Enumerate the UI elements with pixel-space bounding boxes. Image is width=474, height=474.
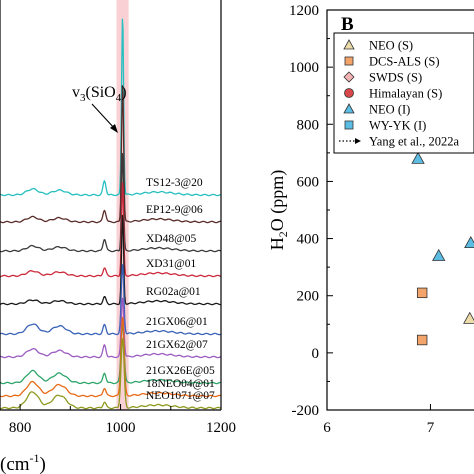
legend-label: Himalayan (S) bbox=[369, 87, 442, 101]
peak-annotation: v3(SiO4) bbox=[72, 84, 127, 104]
data-point bbox=[416, 287, 428, 299]
annotation-arrow-line bbox=[91, 103, 116, 130]
legend-label: Yang et al., 2022a bbox=[369, 135, 459, 149]
panel-label-b: B bbox=[341, 14, 354, 35]
panel-a-x-tick-label: 800 bbox=[9, 420, 32, 436]
data-point bbox=[464, 236, 474, 249]
panel-b-y-tick-label: 200 bbox=[297, 289, 320, 305]
spectrum-line bbox=[0, 264, 221, 336]
legend-label: NEO (S) bbox=[369, 39, 413, 53]
spectrum-label: TS12-3@20 bbox=[146, 177, 203, 189]
panel-b-x-tick-label: 6 bbox=[323, 420, 331, 436]
spectrum-line bbox=[0, 85, 221, 224]
panel-b: -200 0 200 400 600 800 1000 1200 6 7 H2O (ppm) NE… bbox=[267, 3, 474, 436]
peak-highlight-band bbox=[116, 0, 129, 410]
legend-box bbox=[333, 32, 474, 154]
spectrum-label: XD31@01 bbox=[146, 258, 196, 270]
panel-a: TS12-3@20 EP12-9@06 XD48@05 XD31@01 RG02a@01… bbox=[0, 0, 236, 474]
panel-b-y-tick-label: 1200 bbox=[289, 3, 319, 19]
legend-label: NEO (I) bbox=[369, 103, 410, 117]
spectra-group bbox=[0, 18, 221, 410]
panel-b-points bbox=[411, 151, 474, 346]
data-point bbox=[416, 334, 428, 346]
spectrum-line bbox=[0, 323, 221, 385]
spectrum-line bbox=[0, 18, 221, 197]
spectrum-label: EP12-9@06 bbox=[146, 204, 203, 216]
panel-a-ticks: 800 1000 1200 bbox=[9, 404, 236, 436]
legend-marker bbox=[343, 71, 355, 83]
legend-marker bbox=[343, 39, 355, 50]
spectrum-label: NEO1071@07 bbox=[146, 390, 215, 402]
spectrum-label: 21GX26E@05 bbox=[146, 365, 215, 377]
spectrum-label: 21GX06@01 bbox=[146, 316, 208, 328]
data-point bbox=[463, 311, 474, 324]
spectrum-label: XD48@05 bbox=[146, 233, 196, 245]
panel-b-y-tick-label: 1000 bbox=[289, 60, 319, 76]
spectrum-line bbox=[0, 182, 221, 278]
spectrum-line bbox=[0, 214, 221, 306]
legend-arrow-head bbox=[355, 138, 361, 144]
spectrum-line bbox=[0, 153, 221, 253]
spectrum-line bbox=[0, 316, 221, 398]
panel-b-y-tick-label: -200 bbox=[292, 403, 320, 419]
panel-b-y-tick-label: 400 bbox=[297, 232, 320, 248]
legend-label: SWDS (S) bbox=[369, 71, 422, 85]
data-point bbox=[411, 151, 425, 164]
annotation-arrow-head bbox=[110, 124, 118, 133]
legend-marker bbox=[344, 88, 354, 98]
spectrum-label: 21GX62@07 bbox=[146, 339, 208, 351]
spectrum-label: 18NEO04@01 bbox=[146, 378, 215, 390]
legend: NEO (S) DCS-ALS (S) SWDS (S) Himalayan (S) N… bbox=[333, 32, 474, 154]
legend-label: DCS-ALS (S) bbox=[369, 55, 440, 69]
panel-b-x-tick-label: 7 bbox=[427, 420, 435, 436]
panel-b-ticks: -200 0 200 400 600 800 1000 1200 6 7 bbox=[289, 3, 435, 436]
panel-b-y-tick-label: 0 bbox=[312, 346, 320, 362]
panel-b-y-tick-label: 800 bbox=[297, 117, 320, 133]
legend-label: WY-YK (I) bbox=[369, 119, 426, 133]
panel-a-x-tick-label: 1000 bbox=[106, 420, 136, 436]
data-point bbox=[432, 248, 446, 261]
panel-a-x-label: (cm-1) bbox=[0, 451, 46, 474]
spectrum-labels: TS12-3@20 EP12-9@06 XD48@05 XD31@01 RG02a@01… bbox=[146, 177, 215, 402]
legend-marker bbox=[344, 120, 354, 130]
legend-marker bbox=[344, 56, 354, 66]
spectrum-line bbox=[0, 297, 221, 359]
spectrum-label: RG02a@01 bbox=[146, 286, 201, 298]
legend-marker bbox=[343, 103, 355, 114]
spectrum-line bbox=[0, 338, 221, 410]
panel-b-y-tick-label: 600 bbox=[297, 174, 320, 190]
panel-b-y-label: H2O (ppm) bbox=[267, 170, 290, 251]
panel-a-x-tick-label: 1200 bbox=[206, 420, 236, 436]
